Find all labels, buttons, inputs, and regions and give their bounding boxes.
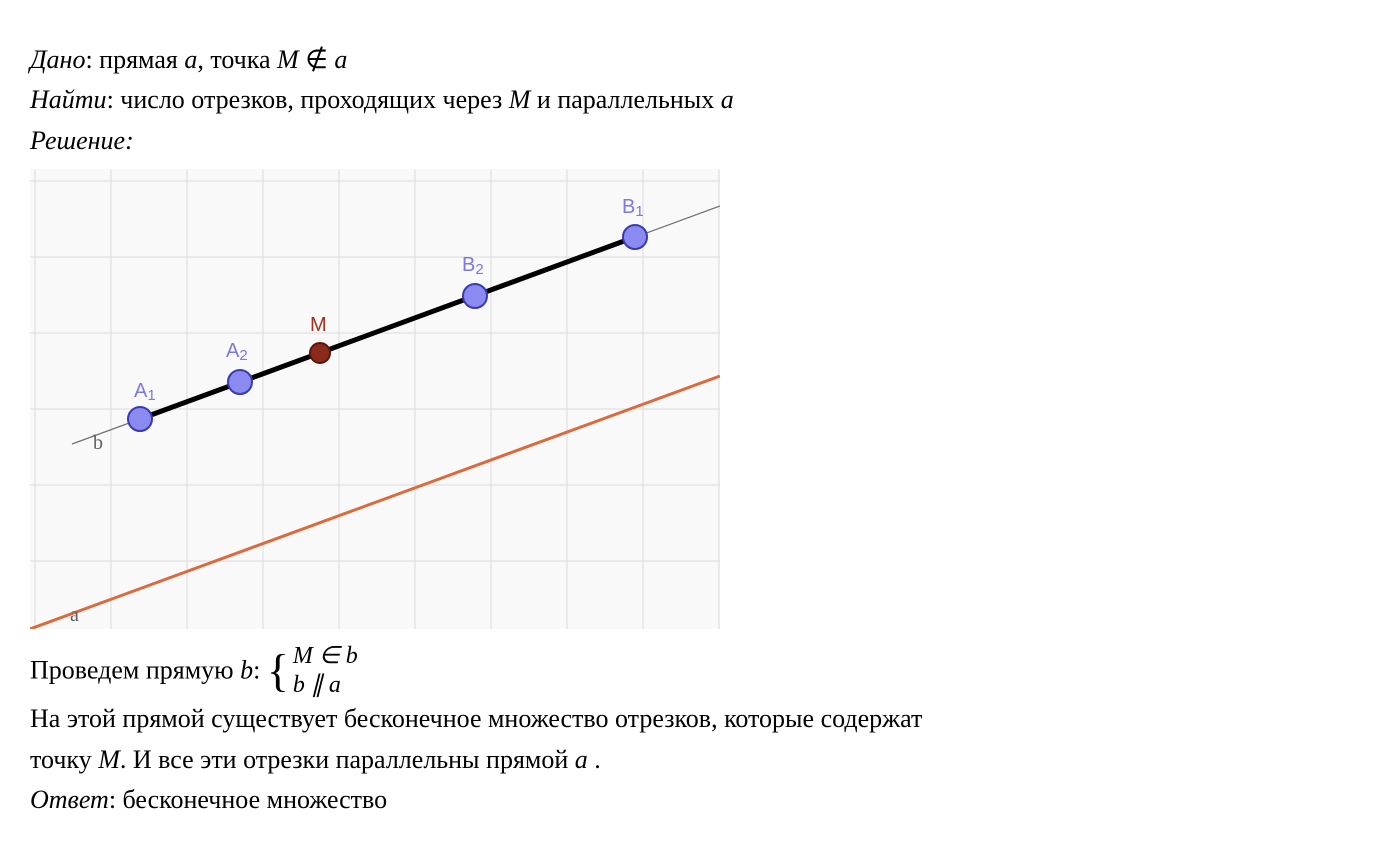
resh-line: Решение:	[30, 121, 1370, 161]
brace-symbol: {	[267, 650, 289, 691]
resh-label: Решение:	[30, 126, 134, 155]
p3: точку M. И все эти отрезки параллельны п…	[30, 740, 1370, 780]
line-brace: Проведем прямую b: {M ∈ bb ∥ a	[30, 642, 1370, 700]
answer-body: : бесконечное множество	[109, 785, 387, 814]
var-m-3: M	[98, 745, 120, 774]
naiti-label: Найти	[30, 85, 107, 114]
naiti-line: Найти: число отрезков, проходящих через …	[30, 80, 1370, 120]
naiti-body2: и параллельных	[530, 85, 720, 114]
p3-2: . И все эти отрезки параллельны прямой	[120, 745, 575, 774]
var-m-2: M	[509, 85, 531, 114]
dano-body: : прямая	[85, 45, 184, 74]
brace-bot: b ∥ a	[293, 671, 358, 700]
dano-line: Дано: прямая a, точка M ∉ a	[30, 40, 1370, 80]
p3-3: .	[588, 745, 601, 774]
afterdiag-pre: Проведем прямую	[30, 656, 240, 685]
dano-body2: , точка	[197, 45, 277, 74]
p3-1: точку	[30, 745, 98, 774]
var-b-1: b	[240, 656, 253, 685]
svg-text:b: b	[93, 432, 103, 454]
var-a-4: a	[575, 745, 588, 774]
brace-top: M ∈ b	[293, 642, 358, 671]
p2: На этой прямой существует бесконечное мн…	[30, 699, 1370, 739]
svg-text:a: a	[70, 604, 79, 626]
geometry-diagram: abA1A2MB2B1	[30, 169, 1370, 634]
system-brace: {M ∈ bb ∥ a	[267, 642, 358, 700]
var-a-1: a	[184, 45, 197, 74]
answer-line: Ответ: бесконечное множество	[30, 780, 1370, 820]
var-a-2: a	[334, 45, 347, 74]
var-m-1: M	[277, 45, 299, 74]
answer-label: Ответ	[30, 785, 109, 814]
afterdiag-colon: :	[253, 656, 267, 685]
dano-label: Дано	[30, 45, 85, 74]
notin-sym: ∉	[299, 45, 335, 74]
var-a-3: a	[721, 85, 734, 114]
svg-text:M: M	[310, 314, 327, 336]
naiti-body: : число отрезков, проходящих через	[107, 85, 509, 114]
